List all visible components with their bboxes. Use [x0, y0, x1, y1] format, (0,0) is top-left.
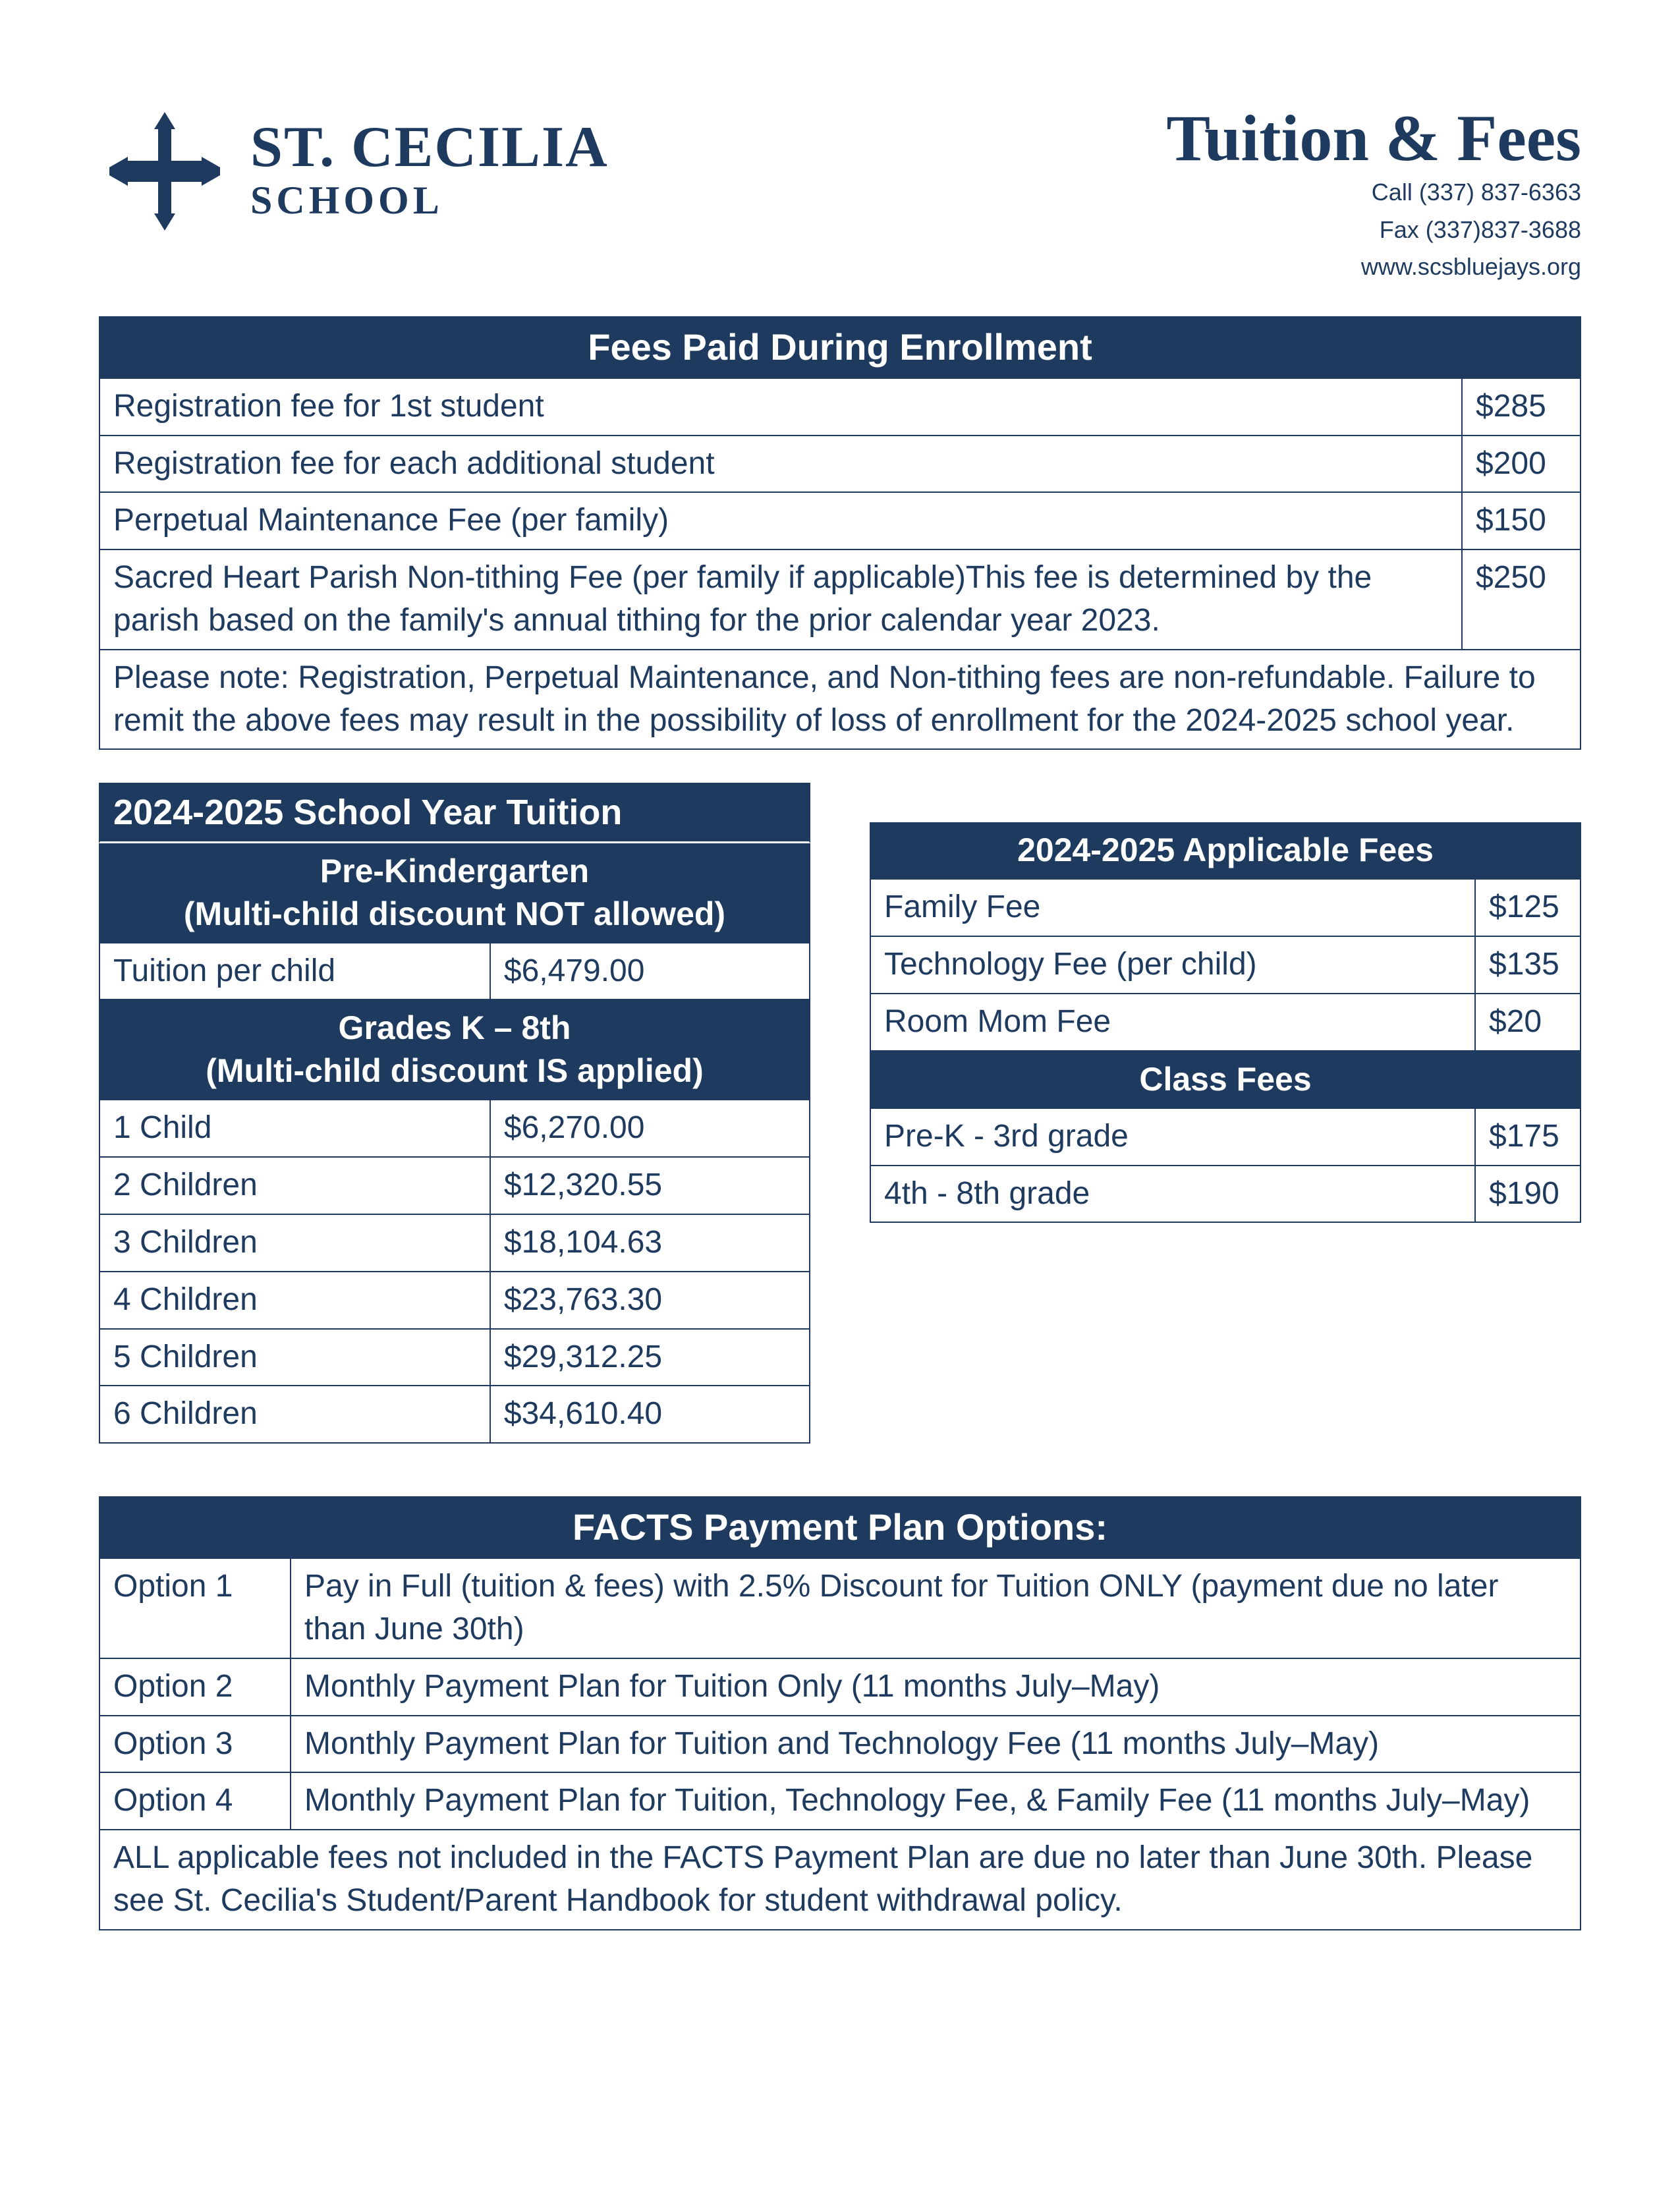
tuition-label: 6 Children: [99, 1386, 490, 1443]
school-name-sub: SCHOOL: [250, 177, 609, 224]
option-desc: Pay in Full (tuition & fees) with 2.5% D…: [291, 1558, 1581, 1658]
bottom-spacer: [99, 1930, 1581, 2194]
school-name-main: ST. CECILIA: [250, 119, 609, 177]
table-row: Technology Fee (per child)$135: [870, 936, 1581, 994]
table-note-row: ALL applicable fees not included in the …: [99, 1830, 1581, 1930]
payment-plan-title: FACTS Payment Plan Options:: [99, 1496, 1581, 1558]
prek-header: Pre-Kindergarten (Multi-child discount N…: [99, 843, 810, 942]
k8-header: Grades K – 8th (Multi-child discount IS …: [99, 1000, 810, 1099]
contact-fax: Fax (337)837-3688: [1166, 214, 1581, 246]
table-row: Registration fee for each additional stu…: [99, 436, 1581, 493]
school-name: ST. CECILIA SCHOOL: [250, 119, 609, 224]
table-row: Option 4Monthly Payment Plan for Tuition…: [99, 1772, 1581, 1830]
fee-label: 4th - 8th grade: [870, 1166, 1475, 1223]
two-column-section: 2024-2025 School Year Tuition Pre-Kinder…: [99, 783, 1581, 1444]
table-row: Sacred Heart Parish Non-tithing Fee (per…: [99, 549, 1581, 650]
fee-label: Room Mom Fee: [870, 994, 1475, 1051]
fee-label: Family Fee: [870, 879, 1475, 936]
fee-amount: $20: [1475, 994, 1581, 1051]
tuition-title: 2024-2025 School Year Tuition: [99, 783, 810, 843]
tuition-amount: $6,270.00: [490, 1100, 810, 1157]
contact-phone: Call (337) 837-6363: [1166, 177, 1581, 209]
fee-amount: $250: [1462, 549, 1581, 650]
tuition-label: 1 Child: [99, 1100, 490, 1157]
table-row: Family Fee$125: [870, 879, 1581, 936]
fee-label: Perpetual Maintenance Fee (per family): [99, 492, 1462, 549]
table-row: 4th - 8th grade$190: [870, 1166, 1581, 1223]
enrollment-fees-title: Fees Paid During Enrollment: [99, 316, 1581, 378]
cross-icon: [99, 105, 231, 237]
fee-amount: $190: [1475, 1166, 1581, 1223]
tuition-label: 3 Children: [99, 1214, 490, 1272]
fees-column: 2024-2025 Applicable Fees Family Fee$125…: [870, 822, 1581, 1223]
option-desc: Monthly Payment Plan for Tuition and Tec…: [291, 1716, 1581, 1773]
tuition-amount: $18,104.63: [490, 1214, 810, 1272]
table-row: 2 Children$12,320.55: [99, 1157, 810, 1214]
class-fees-table: Pre-K - 3rd grade$175 4th - 8th grade$19…: [870, 1108, 1581, 1224]
table-row: 1 Child$6,270.00: [99, 1100, 810, 1157]
tuition-amount: $12,320.55: [490, 1157, 810, 1214]
fee-label: Technology Fee (per child): [870, 936, 1475, 994]
tuition-amount: $6,479.00: [490, 943, 810, 1000]
table-row: Option 1Pay in Full (tuition & fees) wit…: [99, 1558, 1581, 1658]
fee-label: Pre-K - 3rd grade: [870, 1108, 1475, 1166]
prek-table: Tuition per child $6,479.00: [99, 942, 810, 1001]
option-label: Option 2: [99, 1658, 291, 1716]
tuition-label: Tuition per child: [99, 943, 490, 1000]
header-right: Tuition & Fees Call (337) 837-6363 Fax (…: [1166, 105, 1581, 283]
table-note-row: Please note: Registration, Perpetual Mai…: [99, 650, 1581, 750]
table-row: Option 3Monthly Payment Plan for Tuition…: [99, 1716, 1581, 1773]
fee-note: Please note: Registration, Perpetual Mai…: [99, 650, 1581, 750]
fee-label: Registration fee for each additional stu…: [99, 436, 1462, 493]
option-desc: Monthly Payment Plan for Tuition Only (1…: [291, 1658, 1581, 1716]
table-row: Registration fee for 1st student $285: [99, 378, 1581, 436]
class-fees-title: Class Fees: [870, 1052, 1581, 1108]
fee-amount: $175: [1475, 1108, 1581, 1166]
fee-amount: $135: [1475, 936, 1581, 994]
fee-amount: $125: [1475, 879, 1581, 936]
page-title: Tuition & Fees: [1166, 105, 1581, 171]
option-label: Option 1: [99, 1558, 291, 1658]
payment-note: ALL applicable fees not included in the …: [99, 1830, 1581, 1930]
tuition-column: 2024-2025 School Year Tuition Pre-Kinder…: [99, 783, 810, 1444]
table-row: Perpetual Maintenance Fee (per family) $…: [99, 492, 1581, 549]
table-row: 5 Children$29,312.25: [99, 1329, 810, 1386]
applicable-fees-table: Family Fee$125 Technology Fee (per child…: [870, 878, 1581, 1051]
fee-label: Sacred Heart Parish Non-tithing Fee (per…: [99, 549, 1462, 650]
fee-label: Registration fee for 1st student: [99, 378, 1462, 436]
table-row: Tuition per child $6,479.00: [99, 943, 810, 1000]
fee-amount: $285: [1462, 378, 1581, 436]
option-label: Option 3: [99, 1716, 291, 1773]
payment-plan-section: FACTS Payment Plan Options: Option 1Pay …: [99, 1496, 1581, 1930]
tuition-amount: $23,763.30: [490, 1272, 810, 1329]
k8-table: 1 Child$6,270.00 2 Children$12,320.55 3 …: [99, 1099, 810, 1444]
fee-amount: $150: [1462, 492, 1581, 549]
enrollment-fees-table: Registration fee for 1st student $285 Re…: [99, 378, 1581, 750]
table-row: 4 Children$23,763.30: [99, 1272, 810, 1329]
option-desc: Monthly Payment Plan for Tuition, Techno…: [291, 1772, 1581, 1830]
tuition-label: 2 Children: [99, 1157, 490, 1214]
table-row: Option 2Monthly Payment Plan for Tuition…: [99, 1658, 1581, 1716]
table-row: Pre-K - 3rd grade$175: [870, 1108, 1581, 1166]
fee-amount: $200: [1462, 436, 1581, 493]
logo-block: ST. CECILIA SCHOOL: [99, 105, 609, 237]
tuition-amount: $29,312.25: [490, 1329, 810, 1386]
contact-website: www.scsbluejays.org: [1166, 251, 1581, 283]
option-label: Option 4: [99, 1772, 291, 1830]
table-row: Room Mom Fee$20: [870, 994, 1581, 1051]
table-row: 3 Children$18,104.63: [99, 1214, 810, 1272]
applicable-fees-title: 2024-2025 Applicable Fees: [870, 822, 1581, 878]
tuition-label: 4 Children: [99, 1272, 490, 1329]
page-header: ST. CECILIA SCHOOL Tuition & Fees Call (…: [99, 105, 1581, 283]
table-row: 6 Children$34,610.40: [99, 1386, 810, 1443]
tuition-amount: $34,610.40: [490, 1386, 810, 1443]
payment-plan-table: Option 1Pay in Full (tuition & fees) wit…: [99, 1558, 1581, 1930]
tuition-label: 5 Children: [99, 1329, 490, 1386]
